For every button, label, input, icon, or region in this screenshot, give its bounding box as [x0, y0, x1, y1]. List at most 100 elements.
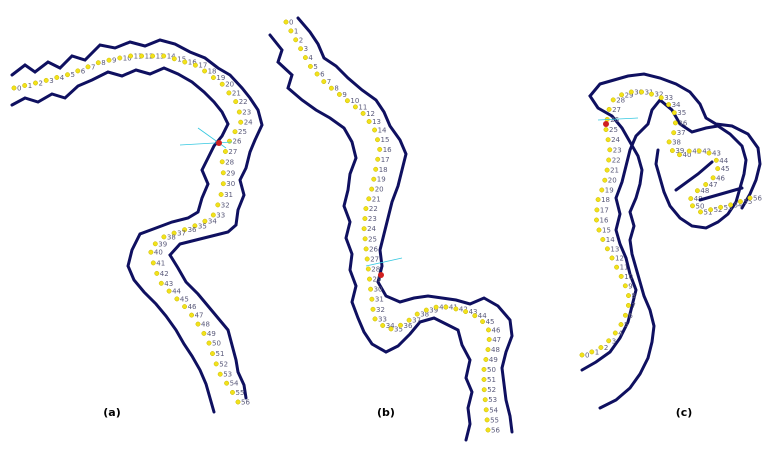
panel-c-point-label: 44 — [719, 157, 728, 165]
panel-a-point-label: 32 — [221, 201, 230, 209]
panel-c-point-label: 50 — [696, 202, 705, 210]
panel-b-point-labels: 0123456789101112131415161718192021222324… — [283, 19, 501, 435]
panel-a-point-label: 10 — [123, 55, 132, 63]
panel-c-point-label: 23 — [613, 146, 622, 154]
panel-c-point-label: 24 — [611, 136, 620, 144]
panel-b-point — [372, 127, 378, 133]
panel-b-point-label: 51 — [487, 376, 496, 384]
panel-a-point-label: 47 — [195, 312, 204, 320]
panel-a-point-label: 48 — [201, 321, 210, 329]
panel-b-point-label: 50 — [487, 366, 496, 374]
panel-a-point — [218, 192, 224, 197]
panel-a-inner-wall — [10, 66, 230, 414]
panel-b-point-label: 45 — [486, 318, 495, 326]
panel-a-point — [195, 321, 201, 327]
panel-c-arrow — [674, 160, 714, 192]
panel-c-point — [672, 120, 678, 126]
caption-a: (a) — [103, 406, 120, 419]
panel-a-point-label: 2 — [39, 80, 43, 88]
panel-b-left-wall — [268, 33, 474, 442]
panel-b-point-label: 1 — [294, 27, 298, 35]
panel-c-point-label: 4 — [618, 330, 623, 338]
panel-c-point — [594, 207, 600, 213]
panel-a-point-label: 17 — [198, 62, 207, 70]
panel-a-point — [219, 159, 225, 165]
panel-c-point-label: 34 — [672, 101, 681, 109]
panel-a-point — [210, 351, 215, 357]
panel-a-point-label: 7 — [91, 63, 95, 71]
panel-c-point-label: 16 — [600, 217, 609, 225]
panel-c-point — [619, 92, 625, 98]
panel-b-point-label: 11 — [358, 103, 367, 111]
panel-c-point-label: 42 — [702, 147, 711, 155]
panel-a-point — [182, 304, 188, 310]
panel-c-point — [605, 137, 611, 143]
panel-a-point — [128, 53, 134, 59]
panel-b-point-label: 9 — [342, 91, 346, 99]
panel-c-point — [604, 167, 610, 173]
panel-a-point-label: 54 — [230, 380, 239, 388]
panel-a-point-label: 39 — [158, 240, 167, 248]
panel-c-point — [690, 203, 695, 209]
panel-c-point-label: 5 — [624, 321, 628, 329]
panel-a-point — [161, 53, 167, 59]
panel-c-point-label: 29 — [625, 91, 634, 99]
panel-a-point-label: 22 — [239, 98, 248, 106]
panel-c-point-label: 25 — [609, 126, 618, 134]
panel-a-point-label: 1 — [28, 82, 32, 90]
panel-a-point — [75, 68, 81, 74]
panel-a-point — [117, 55, 123, 61]
panel-b-point-label: 30 — [374, 286, 383, 294]
panel-a-point-labels: 0 1 2 3 4 5 678 9 10 11 12 13 14 15 16 1718192021222324… — [11, 53, 253, 407]
panel-b-point — [365, 266, 371, 272]
panel-b-point — [368, 286, 374, 292]
panel-c-point — [612, 330, 618, 336]
panel-b-point — [463, 309, 469, 315]
panel-b-point-label: 47 — [492, 336, 501, 344]
panel-a-point-label: 11 — [134, 53, 143, 61]
panel-b-point-label: 43 — [469, 308, 478, 316]
panel-c-point — [658, 95, 664, 101]
panel-a-point-label: 8 — [101, 59, 105, 67]
panel-b-point — [481, 377, 487, 382]
panel-c-point — [713, 157, 719, 163]
panel-b-point — [398, 322, 403, 328]
panel-a-point — [202, 218, 208, 224]
panel-c-point-label: 45 — [721, 165, 730, 173]
panel-b-point — [362, 216, 368, 222]
panel-c-point-label: 43 — [712, 150, 721, 158]
panel-b-point — [486, 337, 492, 342]
panel-c-point — [598, 345, 604, 350]
panel-b-point — [298, 46, 304, 52]
panel-a-point-label: 37 — [177, 230, 186, 238]
panel-a-point-label: 56 — [241, 399, 250, 407]
panel-b-point-label: 22 — [369, 205, 378, 213]
panel-c-point-label: 28 — [616, 96, 625, 104]
panel-a-point — [232, 129, 238, 135]
panel-c-point — [708, 207, 714, 213]
panel-b-point-label: 44 — [478, 312, 487, 320]
panel-b-point-label: 32 — [376, 306, 385, 314]
panel-a-point — [192, 223, 198, 229]
panel-b-point — [361, 226, 367, 232]
panel-b-point — [367, 276, 372, 282]
panel-a-point-label: 9 — [112, 57, 116, 65]
panel-a-point-label: 36 — [188, 226, 197, 234]
panel-b-point-label: 15 — [381, 136, 390, 144]
panel-c-point-label: 48 — [700, 187, 709, 195]
panel-c-point — [594, 217, 599, 223]
panel-a-point — [213, 361, 219, 367]
panel-c-point — [606, 338, 612, 344]
panel-a-point-label: 38 — [167, 233, 176, 241]
panel-a-point-label: 16 — [188, 59, 197, 67]
panel-a-point — [182, 227, 188, 233]
panel-b-point — [369, 296, 375, 302]
panel-b-point-label: 26 — [369, 245, 378, 253]
panel-b-point — [321, 79, 327, 85]
panel-c-point-label: 0 — [585, 352, 589, 360]
panel-b-point-label: 54 — [489, 406, 498, 414]
panel-c — [580, 72, 762, 410]
panel-a-point — [217, 371, 223, 377]
panel-a-marker — [216, 140, 222, 146]
